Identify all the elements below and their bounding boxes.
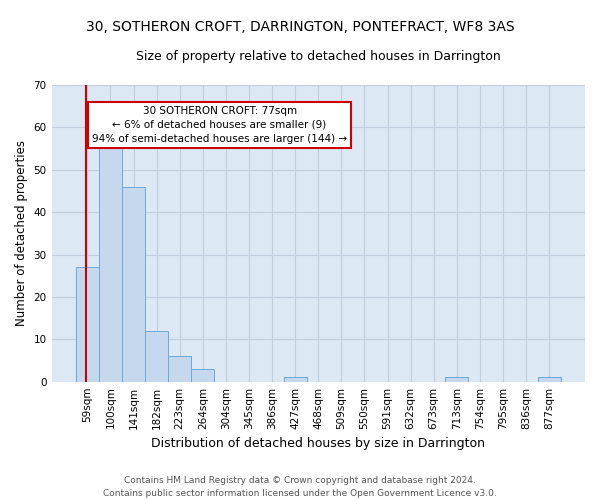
Text: 30 SOTHERON CROFT: 77sqm
← 6% of detached houses are smaller (9)
94% of semi-det: 30 SOTHERON CROFT: 77sqm ← 6% of detache… [92,106,347,144]
Bar [445,378,469,382]
Bar [284,378,307,382]
Text: Contains HM Land Registry data © Crown copyright and database right 2024.
Contai: Contains HM Land Registry data © Crown c… [103,476,497,498]
Bar [168,356,191,382]
Text: 30, SOTHERON CROFT, DARRINGTON, PONTEFRACT, WF8 3AS: 30, SOTHERON CROFT, DARRINGTON, PONTEFRA… [86,20,514,34]
X-axis label: Distribution of detached houses by size in Darrington: Distribution of detached houses by size … [151,437,485,450]
Bar [191,369,214,382]
Bar [76,267,99,382]
Bar [122,186,145,382]
Bar [99,140,122,382]
Y-axis label: Number of detached properties: Number of detached properties [15,140,28,326]
Bar [538,378,561,382]
Bar [145,331,168,382]
Title: Size of property relative to detached houses in Darrington: Size of property relative to detached ho… [136,50,500,63]
